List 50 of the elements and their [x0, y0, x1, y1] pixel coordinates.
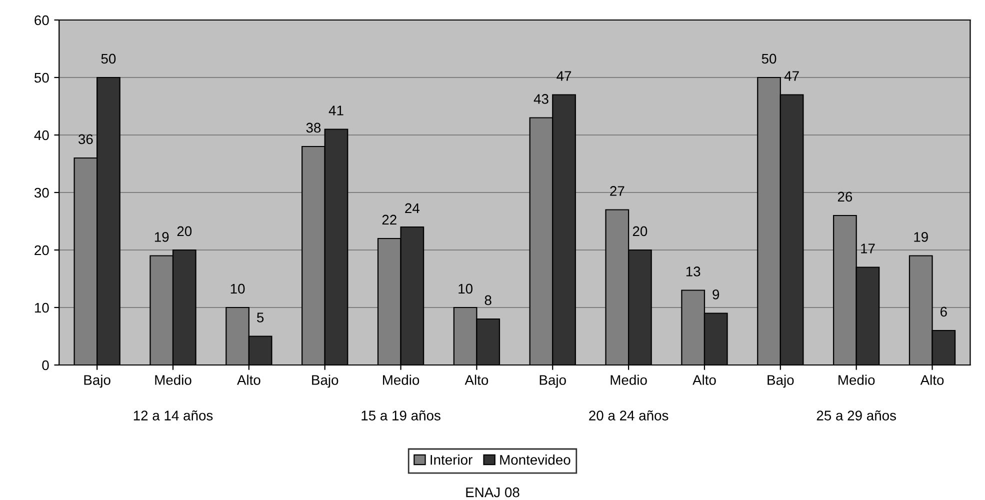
y-tick-label: 30	[34, 188, 49, 198]
x-tick-label: Medio	[838, 374, 875, 385]
x-tick-label: Bajo	[540, 374, 566, 388]
x-tick-label: Medio	[383, 374, 420, 385]
data-label: 20	[177, 226, 192, 236]
data-label: 47	[556, 71, 572, 81]
y-tick-label: 60	[34, 15, 49, 26]
text: 15 a 19 años	[362, 410, 440, 420]
data-label: 38	[306, 122, 321, 133]
data-label: 9	[712, 290, 720, 300]
data-label: 50	[101, 54, 116, 64]
data-label: 47	[784, 71, 799, 81]
data-label: 41	[328, 106, 344, 116]
text: 25 a 29 años	[816, 410, 896, 420]
data-label: 5	[257, 312, 264, 322]
text: 12 a 14 años	[134, 410, 213, 420]
y-tick-label: 0	[42, 360, 49, 370]
x-tick-label: Medio	[610, 374, 647, 385]
data-label: 19	[154, 232, 169, 242]
text: ENAJ 08	[466, 487, 520, 498]
data-label: 10	[458, 284, 472, 294]
x-tick-label: Bajo	[84, 374, 110, 388]
data-label: 43	[534, 94, 548, 104]
data-label: 24	[405, 203, 420, 214]
legend-label: Interior	[430, 454, 472, 465]
x-tick-label: Bajo	[312, 374, 338, 388]
x-tick-label: Alto	[464, 374, 488, 385]
data-label: 27	[610, 186, 624, 196]
legend-label: Montevideo	[500, 454, 570, 465]
data-label: 50	[762, 54, 776, 64]
data-label: 19	[914, 232, 928, 242]
data-label: 6	[940, 306, 947, 317]
data-label: 10	[230, 284, 245, 294]
x-tick-label: Bajo	[768, 374, 794, 388]
x-tick-label: Alto	[920, 374, 944, 385]
y-tick-label: 10	[34, 302, 49, 313]
y-tick-label: 50	[34, 72, 49, 83]
y-tick-label: 20	[34, 245, 49, 256]
data-label: 36	[78, 134, 93, 144]
x-tick-label: Medio	[155, 374, 192, 385]
data-label: 17	[861, 244, 875, 254]
y-tick-label: 40	[34, 130, 49, 140]
text: 20 a 24 años	[589, 410, 668, 420]
x-tick-label: Alto	[236, 374, 260, 385]
data-label: 8	[484, 295, 492, 306]
data-label: 20	[632, 226, 648, 236]
data-label: 26	[838, 192, 852, 202]
x-tick-label: Alto	[692, 374, 716, 385]
data-label: 22	[382, 214, 396, 225]
data-label: 13	[686, 266, 700, 276]
